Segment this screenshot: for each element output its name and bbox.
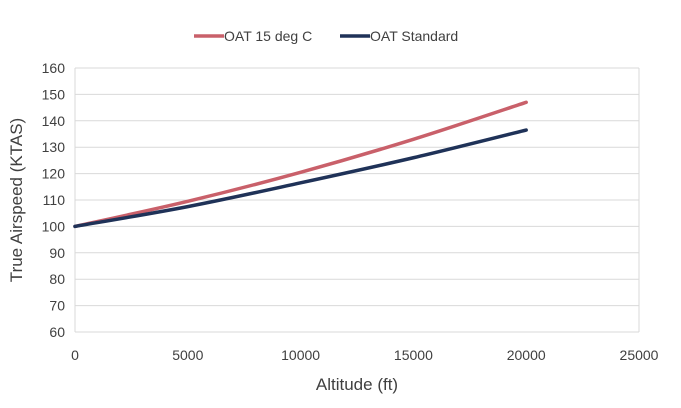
axes [74, 68, 640, 332]
series-line-1 [73, 128, 528, 229]
x-tick-label-0: 0 [71, 347, 79, 363]
x-tick-label-10000: 10000 [281, 347, 320, 363]
y-tick-label-160: 160 [42, 60, 66, 76]
series-line-0 [73, 100, 528, 229]
legend-label-0: OAT 15 deg C [224, 28, 312, 44]
y-tick-label-140: 140 [42, 113, 66, 129]
y-tick-label-130: 130 [42, 139, 66, 155]
y-tick-label-100: 100 [42, 218, 66, 234]
legend-label-1: OAT Standard [370, 28, 458, 44]
x-tick-label-15000: 15000 [394, 347, 433, 363]
y-tick-label-60: 60 [49, 324, 65, 340]
y-tick-label-150: 150 [42, 86, 66, 102]
y-tick-label-70: 70 [49, 298, 65, 314]
y-tick-label-120: 120 [42, 166, 66, 182]
x-tick-label-25000: 25000 [620, 347, 659, 363]
tick-labels: 60 70 80 90 100 110 120 130 140 150 160 0 5000 10000 1… [42, 60, 659, 363]
y-tick-label-90: 90 [49, 245, 65, 261]
y-axis-title: True Airspeed (KTAS) [7, 118, 26, 282]
gridlines [75, 67, 639, 333]
series-lines [73, 100, 528, 229]
y-tick-label-80: 80 [49, 271, 65, 287]
x-tick-label-20000: 20000 [507, 347, 546, 363]
x-tick-label-5000: 5000 [172, 347, 203, 363]
legend: OAT 15 deg C OAT Standard [194, 28, 458, 44]
x-axis-title: Altitude (ft) [316, 375, 398, 394]
y-tick-label-110: 110 [43, 192, 66, 208]
